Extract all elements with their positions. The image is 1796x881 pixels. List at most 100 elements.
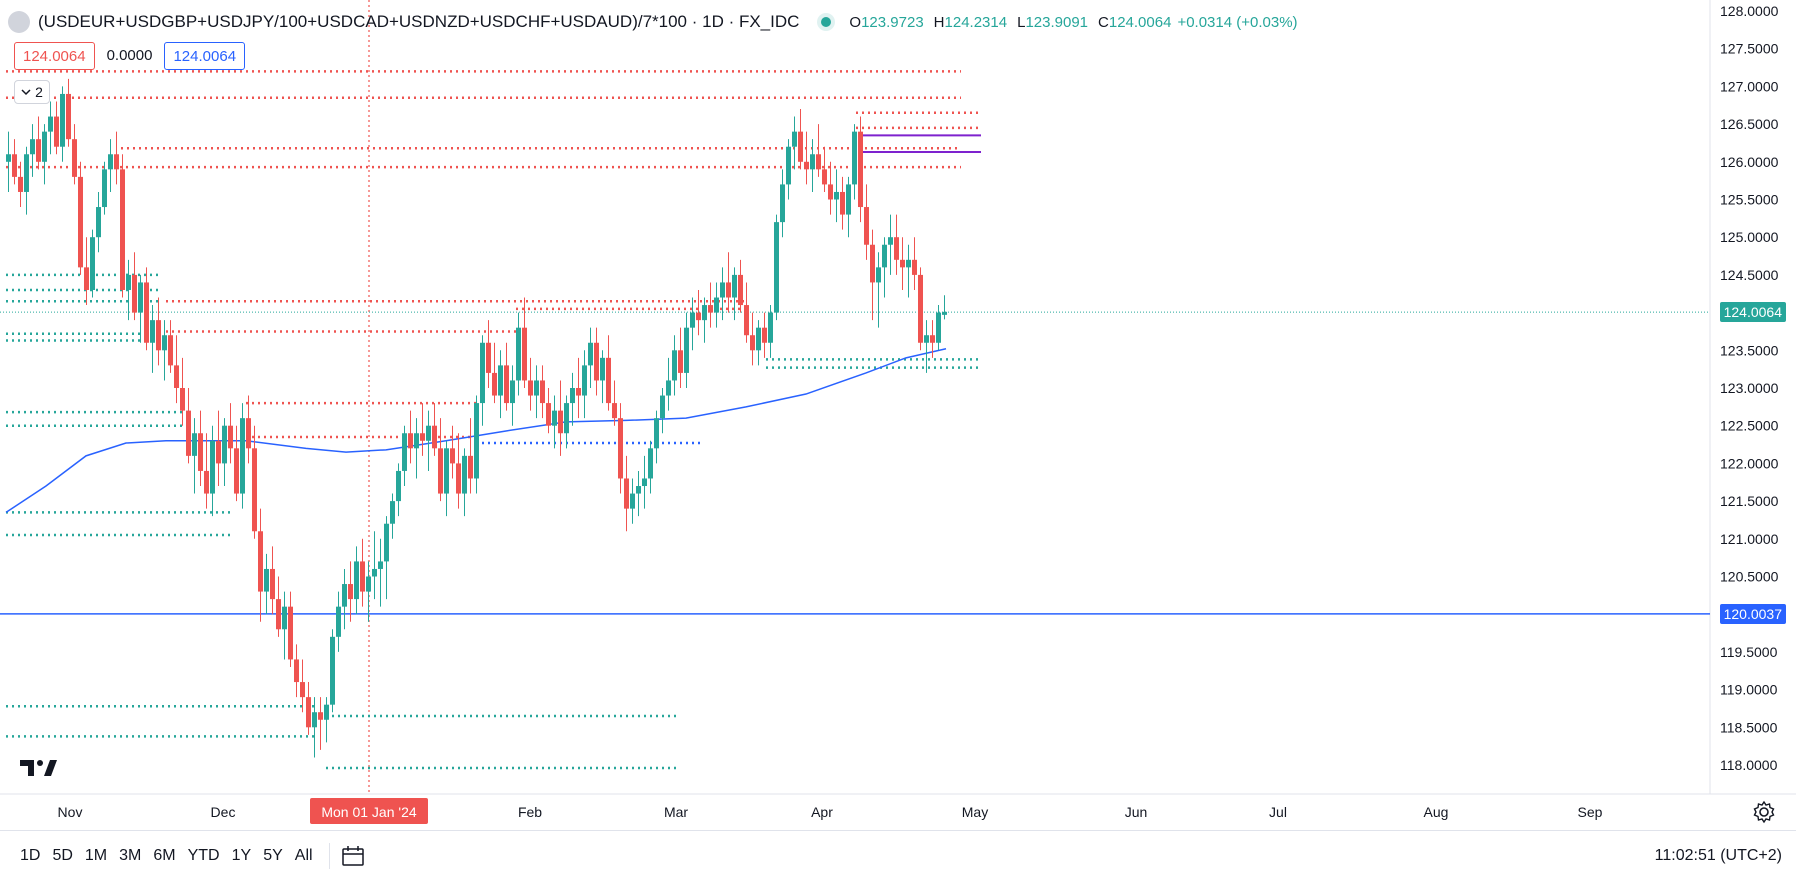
calendar-range-icon[interactable] [340, 845, 366, 867]
candle-body[interactable] [366, 576, 371, 592]
candle-body[interactable] [180, 388, 185, 411]
candle-body[interactable] [612, 403, 617, 419]
range-5y[interactable]: 5Y [263, 847, 283, 864]
candle-body[interactable] [876, 267, 881, 283]
candle-body[interactable] [60, 93, 65, 147]
candle-body[interactable] [756, 327, 761, 351]
candle-body[interactable] [504, 365, 509, 404]
candle-body[interactable] [624, 478, 629, 509]
candle-body[interactable] [96, 207, 101, 238]
candle-body[interactable] [432, 425, 437, 449]
candle-body[interactable] [678, 350, 683, 373]
range-5d[interactable]: 5D [52, 847, 73, 864]
candle-body[interactable] [6, 154, 11, 162]
candle-body[interactable] [684, 327, 689, 373]
range-ytd[interactable]: YTD [187, 847, 220, 864]
candle-body[interactable] [912, 259, 917, 275]
candle-body[interactable] [192, 433, 197, 456]
candle-body[interactable] [798, 131, 803, 162]
candle-body[interactable] [510, 380, 515, 404]
candle-body[interactable] [36, 139, 41, 162]
candle-body[interactable] [246, 418, 251, 449]
buy-button[interactable]: 124.0064 [164, 42, 246, 70]
candle-body[interactable] [780, 184, 785, 223]
candle-body[interactable] [666, 380, 671, 396]
candle-body[interactable] [810, 154, 815, 170]
candle-body[interactable] [24, 154, 29, 192]
candle-body[interactable] [240, 418, 245, 494]
candle-body[interactable] [204, 470, 209, 494]
candle-body[interactable] [936, 312, 941, 343]
candle-body[interactable] [594, 342, 599, 381]
candle-body[interactable] [744, 305, 749, 336]
sell-button[interactable]: 124.0064 [14, 42, 95, 70]
candle-body[interactable] [234, 448, 239, 494]
candle-body[interactable] [708, 305, 713, 313]
candle-body[interactable] [474, 403, 479, 479]
candle-body[interactable] [378, 561, 383, 569]
candle-body[interactable] [450, 448, 455, 464]
candle-body[interactable] [72, 139, 77, 177]
candle-body[interactable] [858, 131, 863, 208]
candle-body[interactable] [738, 274, 743, 306]
candle-body[interactable] [162, 335, 167, 351]
candle-body[interactable] [846, 184, 851, 215]
candle-body[interactable] [600, 357, 605, 381]
candle-body[interactable] [18, 176, 23, 192]
clock-timezone[interactable]: 11:02:51 (UTC+2) [1654, 847, 1782, 864]
candle-body[interactable] [930, 335, 935, 343]
candle-body[interactable] [30, 139, 35, 155]
candle-body[interactable] [540, 380, 545, 404]
candle-body[interactable] [198, 433, 203, 471]
candle-body[interactable] [906, 259, 911, 268]
candle-body[interactable] [894, 237, 899, 260]
candle-body[interactable] [864, 207, 869, 245]
candle-body[interactable] [78, 176, 83, 268]
candle-body[interactable] [138, 282, 143, 313]
candle-body[interactable] [924, 335, 929, 343]
candle-body[interactable] [522, 327, 527, 381]
candle-body[interactable] [888, 237, 893, 245]
candle-body[interactable] [144, 282, 149, 343]
candle-body[interactable] [330, 636, 335, 705]
candle-body[interactable] [372, 568, 377, 577]
candle-body[interactable] [306, 697, 311, 728]
candle-body[interactable] [534, 380, 539, 396]
candle-body[interactable] [438, 448, 443, 494]
candle-body[interactable] [588, 342, 593, 366]
candle-body[interactable] [420, 433, 425, 441]
candle-body[interactable] [288, 606, 293, 660]
candle-body[interactable] [174, 365, 179, 388]
range-3m[interactable]: 3M [119, 847, 142, 864]
candle-body[interactable] [456, 463, 461, 494]
candle-body[interactable] [828, 184, 833, 200]
symbol-title[interactable]: (USDEUR+USDGBP+USDJPY/100+USDCAD+USDNZD+… [38, 12, 800, 31]
candle-body[interactable] [102, 169, 107, 208]
candle-body[interactable] [636, 486, 641, 494]
candle-body[interactable] [66, 93, 71, 140]
candle-body[interactable] [90, 237, 95, 290]
candle-body[interactable] [168, 335, 173, 366]
candle-body[interactable] [294, 659, 299, 683]
candle-body[interactable] [792, 131, 797, 147]
candle-body[interactable] [546, 403, 551, 426]
candle-body[interactable] [786, 146, 791, 185]
candle-body[interactable] [120, 169, 125, 290]
candle-body[interactable] [834, 191, 839, 200]
candle-body[interactable] [642, 478, 647, 487]
candle-body[interactable] [396, 470, 401, 502]
candle-body[interactable] [654, 418, 659, 449]
candle-body[interactable] [156, 320, 161, 351]
candle-body[interactable] [516, 327, 521, 381]
candle-body[interactable] [402, 433, 407, 471]
candle-body[interactable] [564, 403, 569, 434]
candle-body[interactable] [492, 372, 497, 396]
candle-body[interactable] [324, 704, 329, 720]
candle-body[interactable] [264, 568, 269, 592]
candle-body[interactable] [702, 305, 707, 321]
candle-body[interactable] [390, 501, 395, 524]
candle-body[interactable] [252, 448, 257, 532]
candle-body[interactable] [414, 433, 419, 449]
horizontal-line-price-tag[interactable]: 120.0037 [1719, 603, 1786, 624]
candle-body[interactable] [672, 350, 677, 381]
